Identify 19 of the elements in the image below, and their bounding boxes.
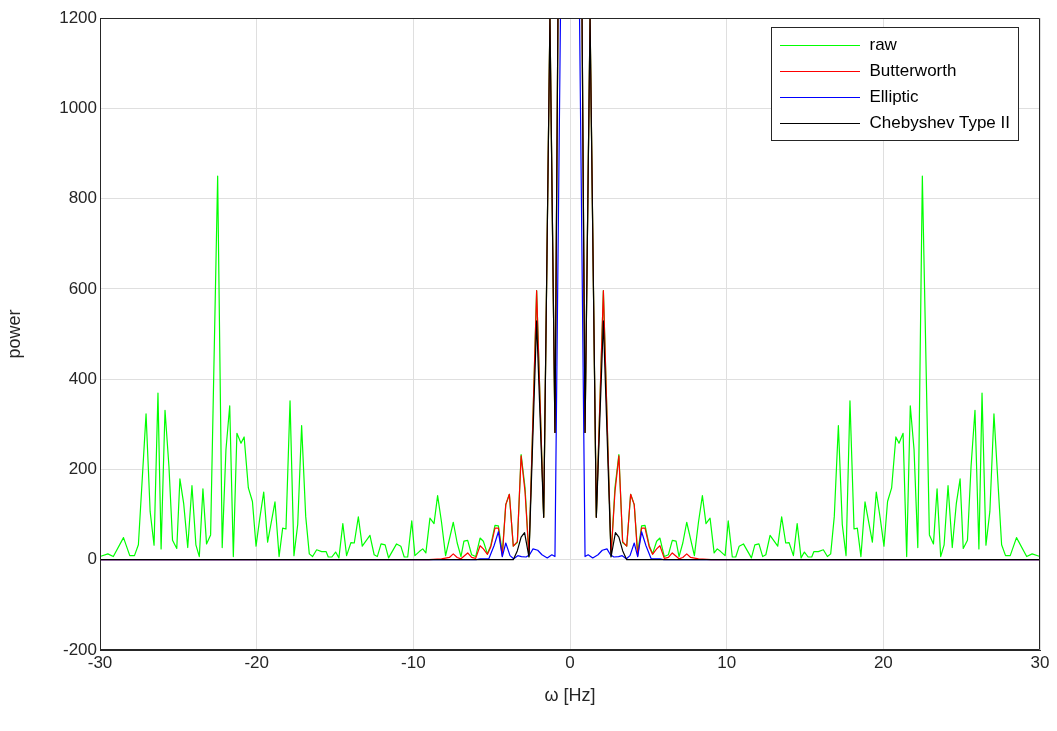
- y-tick-label: 1200: [59, 7, 97, 27]
- legend-label: Chebyshev Type II: [869, 113, 1010, 133]
- y-tick-label: 200: [68, 459, 97, 479]
- x-tick-label: 0: [565, 652, 575, 672]
- x-tick-label: -10: [401, 652, 426, 672]
- y-tick-label: 600: [68, 278, 97, 298]
- x-tick-label: -20: [244, 652, 269, 672]
- x-tick-label: 10: [717, 652, 737, 672]
- x-tick-label: 30: [1030, 652, 1050, 672]
- legend-label: raw: [869, 35, 897, 55]
- legend-label: Butterworth: [869, 61, 957, 81]
- y-tick-label: 0: [87, 549, 97, 569]
- y-tick-label: 800: [68, 188, 97, 208]
- legend-label: Elliptic: [869, 87, 919, 107]
- x-axis-title: ω [Hz]: [544, 685, 596, 706]
- y-axis-title: power: [3, 309, 24, 359]
- y-tick-label: 1000: [59, 97, 97, 117]
- y-tick-label: 400: [68, 368, 97, 388]
- x-tick-label: 20: [873, 652, 893, 672]
